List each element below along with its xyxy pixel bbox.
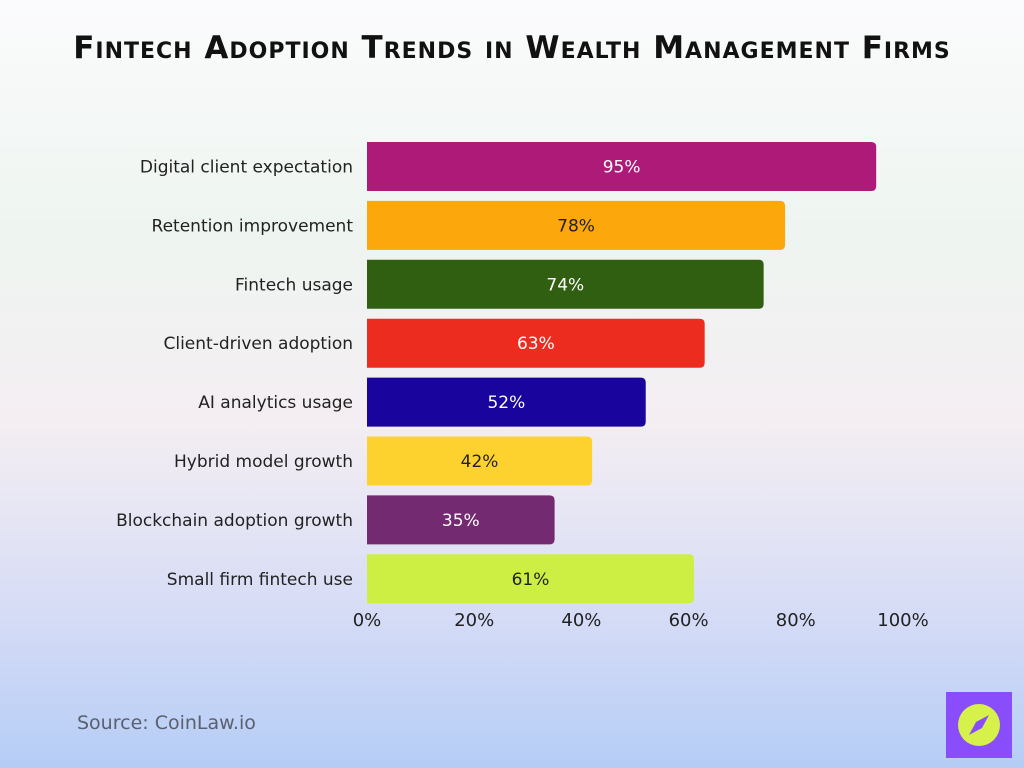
- x-tick-label-2: 40%: [561, 610, 601, 631]
- category-label-4: AI analytics usage: [198, 393, 353, 413]
- category-label-7: Small firm fintech use: [167, 570, 353, 590]
- category-label-2: Fintech usage: [235, 275, 353, 295]
- data-label-5: 42%: [461, 452, 499, 472]
- x-tick-label-0: 0%: [353, 610, 382, 631]
- data-label-2: 74%: [546, 275, 584, 295]
- source-note: Source: CoinLaw.io: [77, 712, 256, 734]
- x-tick-label-4: 80%: [776, 610, 816, 631]
- category-label-1: Retention improvement: [152, 216, 354, 236]
- bar-1: [367, 200, 786, 250]
- data-label-0: 95%: [603, 158, 641, 178]
- bar-6: [367, 495, 555, 545]
- bar-5: [367, 436, 593, 486]
- x-tick-label-1: 20%: [454, 610, 494, 631]
- x-tick-label-5: 100%: [877, 610, 928, 631]
- bar-chart: Digital client expectation 95% Retention i…: [116, 142, 929, 631]
- bar-4: [367, 377, 646, 427]
- category-label-3: Client-driven adoption: [163, 334, 353, 354]
- data-label-1: 78%: [557, 216, 595, 236]
- bar-0: [367, 142, 877, 191]
- data-label-6: 35%: [442, 511, 480, 531]
- x-tick-label-3: 60%: [669, 610, 709, 631]
- brand-logo: [946, 692, 1012, 758]
- bar-3: [367, 318, 705, 368]
- chart-title: Fintech Adoption Trends in Wealth Manage…: [73, 30, 951, 66]
- compass-icon: [958, 704, 1000, 746]
- bar-7: [367, 554, 694, 604]
- data-label-3: 63%: [517, 334, 555, 354]
- category-label-6: Blockchain adoption growth: [116, 511, 353, 531]
- bar-2: [367, 259, 764, 309]
- data-label-7: 61%: [512, 570, 550, 590]
- category-label-0: Digital client expectation: [140, 158, 353, 178]
- category-label-5: Hybrid model growth: [174, 452, 353, 472]
- data-label-4: 52%: [487, 393, 525, 413]
